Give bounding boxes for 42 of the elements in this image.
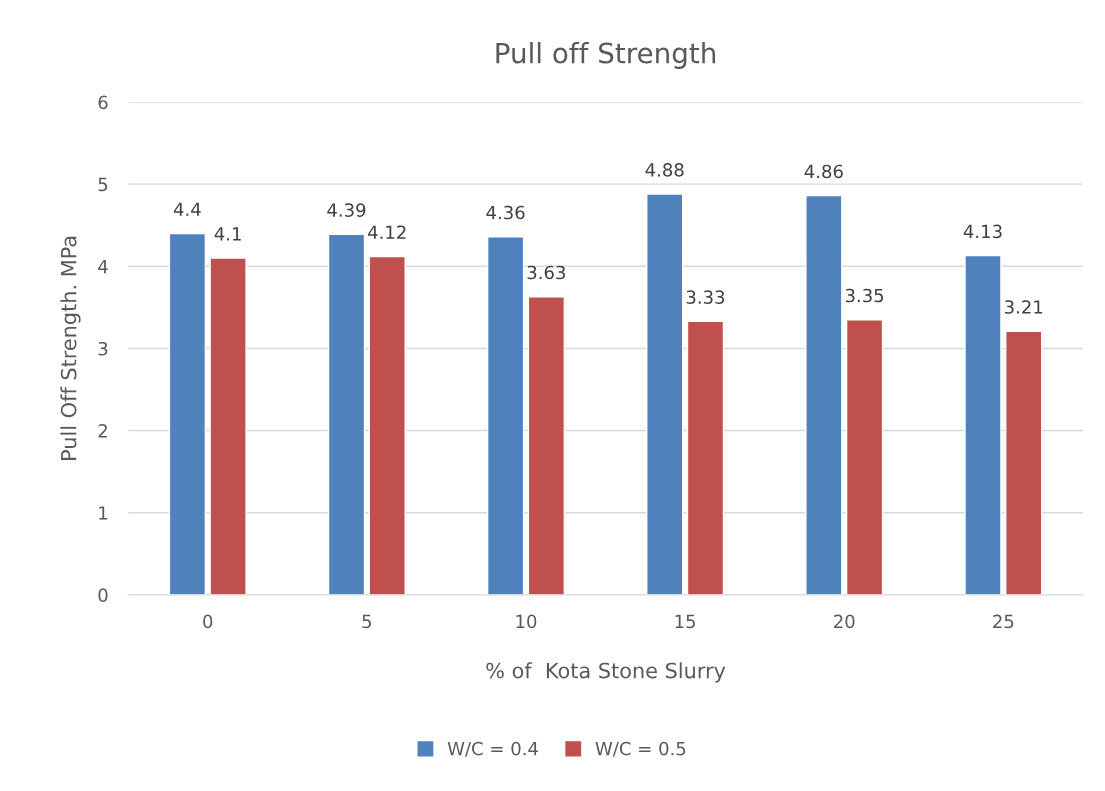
- bar: [327, 233, 366, 595]
- data-label: 3.63: [527, 265, 565, 280]
- bar: [964, 254, 1002, 595]
- bar: [486, 236, 525, 595]
- data-label: 4.88: [645, 162, 684, 177]
- data-label: 3.33: [686, 290, 725, 304]
- bar: [368, 255, 406, 595]
- bar: [1005, 330, 1043, 595]
- data-label: 3.35: [845, 288, 884, 303]
- data-label: 4.36: [486, 205, 525, 220]
- data-label: 4.86: [804, 164, 843, 179]
- y-axis-title: Pull Off Strength. MPa: [60, 236, 81, 460]
- bar: [845, 318, 884, 595]
- bar: [646, 193, 684, 595]
- x-tick-label: 5: [362, 614, 372, 629]
- data-label: 4.1: [214, 227, 241, 241]
- data-label: 4.4: [173, 202, 201, 216]
- y-tick-label: 3: [98, 341, 108, 356]
- legend-label: W/C = 0.5: [595, 741, 686, 757]
- data-label: 3.21: [1004, 300, 1043, 314]
- y-tick-label: 1: [99, 506, 108, 520]
- x-tick-label: 25: [993, 614, 1014, 629]
- x-tick-label: 15: [675, 614, 696, 629]
- data-label: 4.13: [963, 224, 1002, 239]
- data-label: 4.39: [327, 203, 366, 217]
- y-tick-label: 6: [98, 95, 108, 110]
- y-tick-label: 4: [98, 260, 108, 274]
- bar: [168, 232, 207, 595]
- x-tick-label: 0: [203, 614, 213, 629]
- legend-label: W/C = 0.4: [447, 741, 538, 757]
- y-tick-label: 0: [98, 588, 108, 602]
- x-axis-title: % of Kota Stone Slurry: [486, 662, 726, 683]
- bar: [527, 295, 566, 595]
- data-label: 4.12: [368, 225, 406, 239]
- chart-title: Pull off Strength: [496, 42, 716, 69]
- x-tick-label: 20: [834, 614, 855, 629]
- y-tick-label: 2: [98, 424, 107, 438]
- x-tick-label: 10: [516, 614, 537, 629]
- y-tick-label: 5: [98, 177, 108, 192]
- bar: [686, 320, 725, 595]
- bar: [209, 257, 247, 595]
- bar: [805, 194, 843, 595]
